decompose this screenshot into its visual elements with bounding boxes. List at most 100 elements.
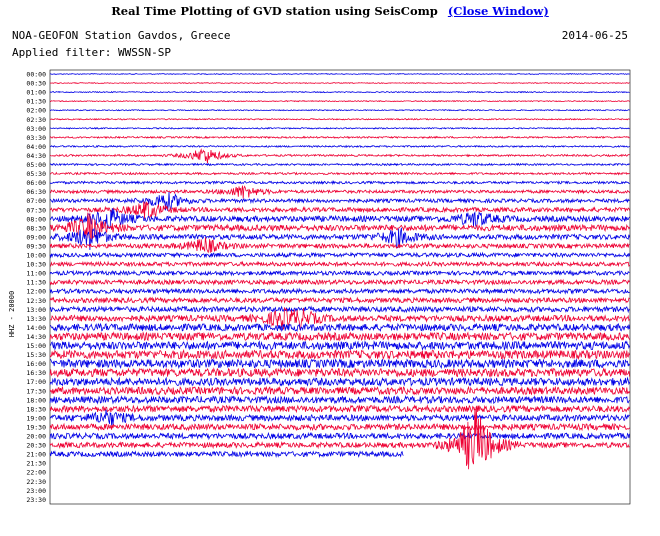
seismic-trace (49, 287, 630, 295)
tick-label: 19:30 (26, 423, 46, 431)
tick-label: 22:30 (26, 478, 46, 486)
tick-label: 20:00 (26, 433, 46, 441)
seismic-trace (49, 340, 630, 351)
tick-label: 09:00 (26, 233, 46, 241)
seismic-trace (50, 358, 630, 370)
tick-label: 06:30 (26, 188, 46, 196)
date-label: 2014-06-25 (562, 29, 628, 42)
tick-label: 12:00 (26, 288, 46, 296)
seismic-trace (49, 409, 630, 426)
tick-label: 07:00 (26, 197, 46, 205)
tick-label: 23:00 (26, 487, 46, 495)
seismic-trace (49, 237, 630, 254)
tick-label: 13:30 (26, 315, 46, 323)
seismic-trace (49, 212, 630, 241)
seismic-trace (49, 135, 630, 140)
tick-label: 01:00 (26, 89, 46, 97)
tick-label: 21:00 (26, 451, 46, 459)
seismic-trace (49, 82, 630, 84)
tick-label: 10:30 (26, 261, 46, 269)
seismic-trace (49, 450, 404, 458)
seismic-trace (49, 331, 630, 342)
seismic-trace (49, 406, 630, 470)
tick-label: 14:30 (26, 333, 46, 341)
seismic-trace (49, 260, 630, 268)
seismic-trace (49, 207, 630, 230)
plot-border (49, 69, 631, 505)
filter-line: Applied filter: WWSSN-SP (12, 46, 171, 59)
seismic-trace (49, 394, 630, 405)
seismic-trace (49, 100, 630, 103)
tick-label: 14:00 (26, 324, 46, 332)
tick-label: 08:30 (26, 224, 46, 232)
seismic-trace (49, 201, 630, 220)
tick-label: 11:30 (26, 279, 46, 287)
tick-label: 18:30 (26, 405, 46, 413)
seismic-trace (49, 348, 630, 361)
tick-label: 04:00 (26, 143, 46, 151)
trace-lines (49, 73, 630, 470)
seismic-trace (49, 367, 630, 379)
tick-label: 00:00 (26, 71, 46, 79)
tick-label: 21:30 (26, 460, 46, 468)
seismic-trace (49, 404, 630, 414)
seismic-trace (49, 117, 630, 121)
seismogram-chart: NOA-GEOFON Station Gavdos, Greece Applie… (8, 29, 631, 505)
tick-label: 04:30 (26, 152, 46, 160)
seismic-trace (49, 109, 630, 112)
close-window-link[interactable]: (Close Window) (447, 4, 549, 18)
seismic-trace (49, 385, 630, 396)
seismic-trace (49, 296, 630, 305)
tick-label: 22:00 (26, 469, 46, 477)
tick-label: 18:00 (26, 396, 46, 404)
tick-label: 07:30 (26, 206, 46, 214)
seismic-trace (49, 269, 630, 277)
seismic-trace (49, 376, 630, 387)
tick-label: 23:30 (26, 496, 46, 504)
tick-label: 06:00 (26, 179, 46, 187)
station-line: NOA-GEOFON Station Gavdos, Greece (12, 29, 231, 42)
tick-label: 15:00 (26, 342, 46, 350)
tick-label: 02:30 (26, 116, 46, 124)
seismic-trace (49, 126, 630, 130)
seismic-trace (49, 171, 630, 176)
seismic-trace (49, 148, 630, 164)
tick-label: 03:30 (26, 134, 46, 142)
seismic-trace (49, 180, 630, 186)
tick-label: 03:00 (26, 125, 46, 133)
tick-label: 11:00 (26, 270, 46, 278)
seismic-trace (49, 162, 630, 167)
tick-label: 08:00 (26, 215, 46, 223)
tick-label: 16:30 (26, 369, 46, 377)
seismic-trace (49, 278, 630, 286)
tick-label: 20:30 (26, 442, 46, 450)
tick-label: 05:00 (26, 161, 46, 169)
seismic-trace (49, 307, 630, 331)
seismic-trace (49, 90, 630, 94)
seismic-trace (49, 73, 630, 75)
tick-label: 12:30 (26, 297, 46, 305)
tick-label: 17:00 (26, 378, 46, 386)
tick-label: 15:30 (26, 351, 46, 359)
seismic-trace (49, 422, 630, 432)
tick-label: 09:30 (26, 242, 46, 250)
time-tick-labels: 00:0000:3001:0001:3002:0002:3003:0003:30… (26, 71, 46, 504)
tick-label: 01:30 (26, 98, 46, 106)
page-header: Real Time Plotting of GVD station using … (0, 4, 660, 18)
seismic-trace (49, 191, 630, 211)
tick-label: 10:00 (26, 252, 46, 260)
seismic-trace (49, 227, 630, 251)
page-title: Real Time Plotting of GVD station using … (111, 4, 438, 18)
tick-label: 13:00 (26, 306, 46, 314)
seismic-trace (49, 431, 630, 441)
seismic-trace (49, 322, 630, 333)
tick-label: 19:00 (26, 414, 46, 422)
seismic-trace (49, 144, 630, 149)
seismic-trace (49, 251, 630, 259)
tick-label: 00:30 (26, 80, 46, 88)
tick-label: 17:30 (26, 387, 46, 395)
seismic-trace (49, 305, 630, 314)
plot-frame (49, 69, 631, 505)
seismic-trace (49, 185, 630, 199)
tick-label: 16:00 (26, 360, 46, 368)
